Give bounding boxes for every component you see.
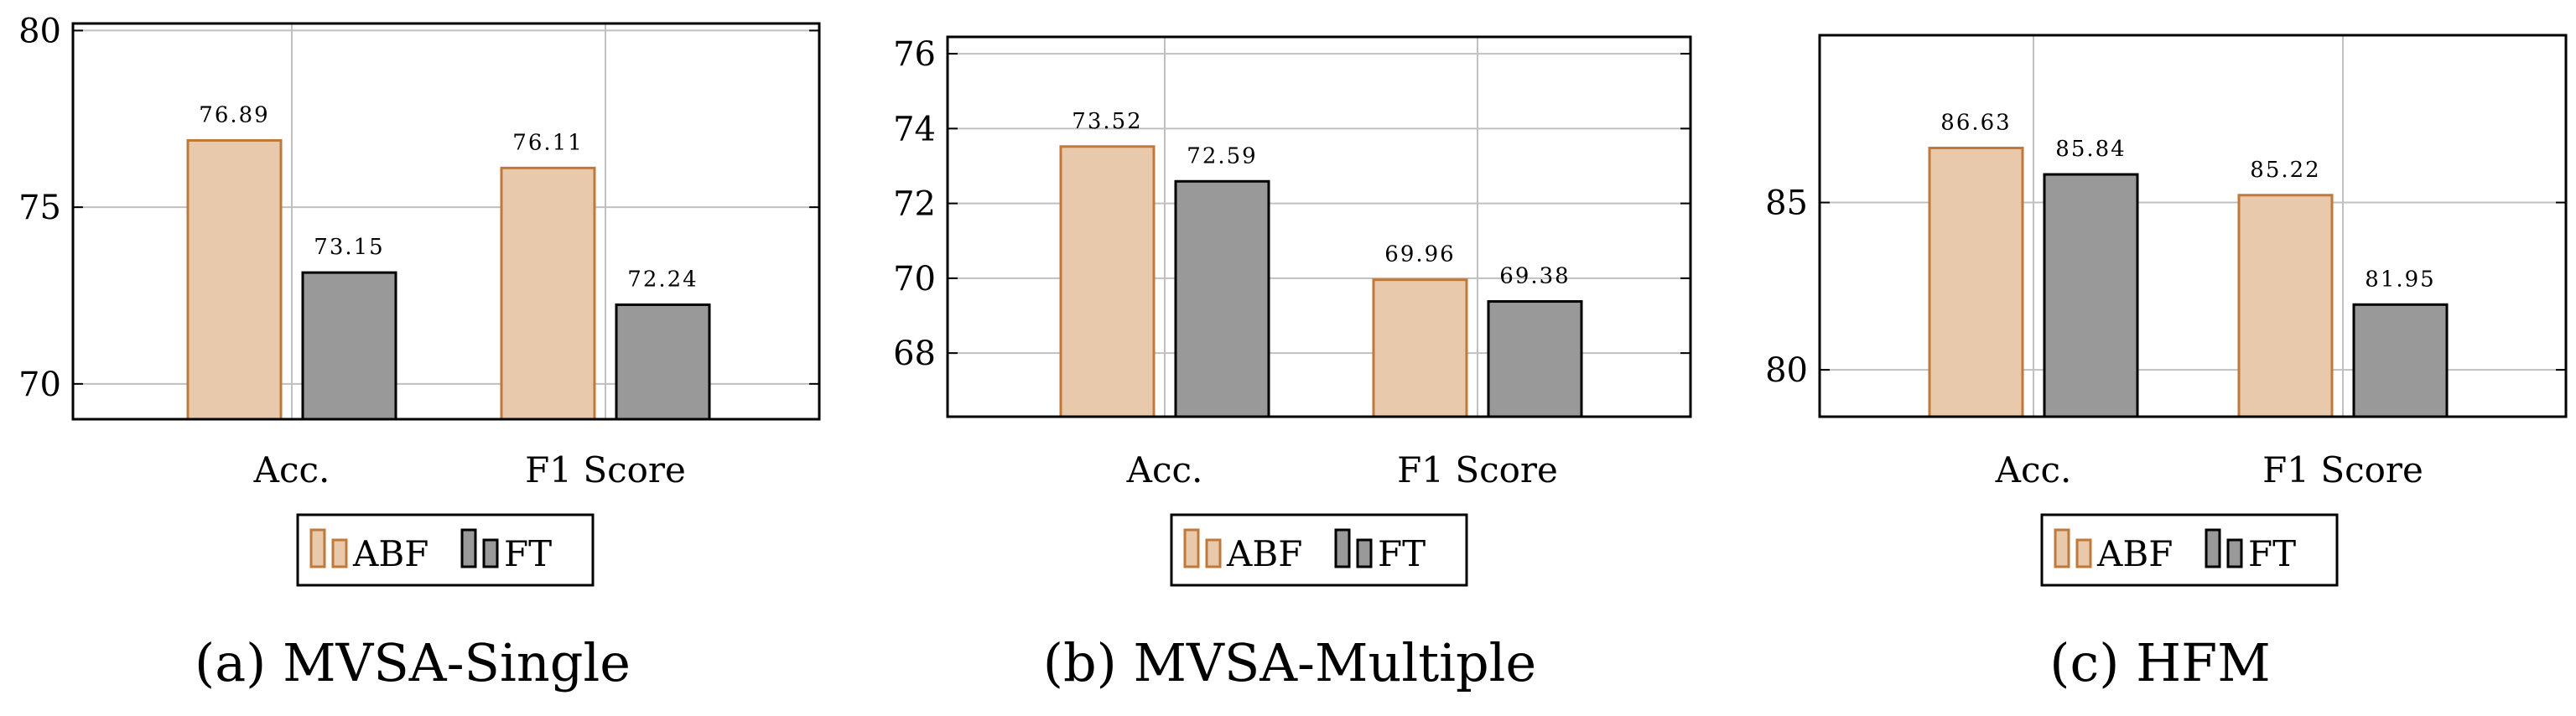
y-tick-label: 80 bbox=[1765, 351, 1808, 390]
data-label: 72.59 bbox=[1187, 143, 1257, 169]
legend-label-ft: FT bbox=[1378, 533, 1426, 574]
bar-abf bbox=[186, 138, 283, 421]
legend-label-ft: FT bbox=[2248, 533, 2296, 574]
y-tick-label: 70 bbox=[893, 260, 936, 298]
bar-ft bbox=[615, 303, 711, 421]
legend: ABF FT bbox=[296, 513, 595, 587]
legend: ABF FT bbox=[2040, 513, 2339, 587]
bar-abf bbox=[2237, 194, 2334, 418]
bar-abf bbox=[1059, 145, 1156, 418]
y-tick-label: 85 bbox=[1765, 184, 1808, 223]
y-tick-label: 80 bbox=[18, 12, 61, 50]
chart-panel-1: 76.89 76.11 73.15 72.24 70 75 80 Acc. F1 Score AB… bbox=[18, 12, 821, 693]
chart-panel-2: 73.52 69.96 72.59 69.38 68 70 72 74 76 Acc. F1 Sco… bbox=[893, 35, 1692, 693]
legend-swatch-ft bbox=[482, 538, 499, 568]
bar-ft bbox=[301, 271, 397, 421]
bar-ft bbox=[2352, 303, 2449, 418]
data-label: 73.52 bbox=[1072, 109, 1142, 134]
data-label: 73.15 bbox=[314, 235, 384, 260]
subcaption: (a) MVSA-Single bbox=[195, 632, 631, 693]
legend-swatch-ft bbox=[2205, 528, 2221, 568]
y-tick-label: 74 bbox=[893, 110, 936, 148]
legend-swatch-ft bbox=[1356, 538, 1373, 568]
x-tick-label: Acc. bbox=[1126, 449, 1203, 490]
bar-ft bbox=[1487, 300, 1583, 418]
chart-panel-3: 86.63 85.22 85.84 81.95 80 85 Acc. F1 Score ABF F… bbox=[1765, 34, 2568, 693]
data-label: 76.11 bbox=[512, 130, 583, 155]
data-label: 85.84 bbox=[2055, 137, 2126, 162]
bar-abf bbox=[500, 166, 596, 421]
x-tick-label: F1 Score bbox=[525, 449, 686, 490]
legend-swatch-ft bbox=[1334, 528, 1351, 568]
data-label: 72.24 bbox=[627, 267, 698, 292]
legend-swatch-abf bbox=[2054, 528, 2070, 568]
x-tick-label: F1 Score bbox=[1397, 449, 1558, 490]
data-label: 85.22 bbox=[2250, 158, 2320, 183]
data-label: 86.63 bbox=[1940, 111, 2011, 136]
legend-swatch-ft bbox=[2226, 538, 2243, 568]
legend-label-abf: ABF bbox=[352, 533, 428, 574]
y-tick-label: 70 bbox=[18, 366, 61, 404]
y-tick-label: 68 bbox=[893, 335, 936, 373]
plot-frame bbox=[71, 22, 821, 421]
data-label: 69.38 bbox=[1499, 264, 1570, 289]
legend-swatch-abf bbox=[1205, 538, 1222, 568]
legend-swatch-abf bbox=[331, 538, 348, 568]
data-label: 69.96 bbox=[1384, 242, 1455, 267]
bar-ft bbox=[2043, 173, 2139, 418]
legend: ABF FT bbox=[1170, 513, 1468, 587]
bar-ft bbox=[1174, 179, 1270, 418]
bar-abf bbox=[1372, 278, 1468, 418]
legend-swatch-abf bbox=[1183, 528, 1200, 568]
plot-frame bbox=[1818, 34, 2568, 418]
bar-abf bbox=[1928, 147, 2024, 418]
y-tick-label: 75 bbox=[18, 189, 61, 227]
legend-swatch-abf bbox=[309, 528, 326, 568]
legend-label-ft: FT bbox=[504, 533, 552, 574]
legend-swatch-ft bbox=[460, 528, 477, 568]
y-tick-label: 76 bbox=[893, 35, 936, 74]
y-tick-label: 72 bbox=[893, 185, 936, 224]
x-tick-label: F1 Score bbox=[2262, 449, 2423, 490]
data-label: 76.89 bbox=[199, 102, 269, 127]
legend-swatch-abf bbox=[2075, 538, 2092, 568]
subcaption: (b) MVSA-Multiple bbox=[1043, 632, 1536, 693]
data-label: 81.95 bbox=[2365, 267, 2435, 292]
legend-label-abf: ABF bbox=[1226, 533, 1302, 574]
x-tick-label: Acc. bbox=[1995, 449, 2072, 490]
x-tick-label: Acc. bbox=[253, 449, 330, 490]
plot-frame bbox=[946, 35, 1692, 418]
subcaption: (c) HFM bbox=[2049, 632, 2270, 693]
legend-label-abf: ABF bbox=[2096, 533, 2173, 574]
